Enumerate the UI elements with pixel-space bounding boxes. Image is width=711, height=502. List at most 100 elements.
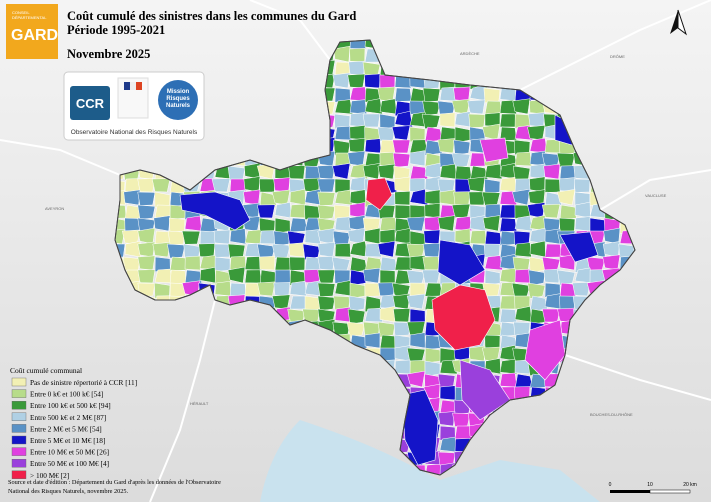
- commune: [437, 239, 486, 286]
- commune: [317, 191, 336, 207]
- commune: [334, 280, 353, 297]
- commune: [423, 216, 441, 232]
- commune: [364, 138, 382, 154]
- legend-label: Entre 2 M€ et 5 M€ [54]: [30, 424, 102, 433]
- department-outline: [114, 39, 636, 476]
- commune: [379, 256, 398, 273]
- commune: [574, 216, 592, 232]
- scale-label: 20 km: [683, 482, 697, 488]
- commune: [304, 204, 321, 220]
- commune: [484, 163, 503, 180]
- commune: [451, 98, 471, 115]
- commune: [379, 229, 396, 245]
- commune: [124, 241, 142, 258]
- commune: [529, 240, 546, 258]
- commune: [499, 176, 517, 193]
- commune: [424, 347, 441, 364]
- commune: [259, 255, 276, 271]
- commune: [556, 189, 576, 206]
- north-arrow: [670, 9, 687, 36]
- commune: [152, 242, 171, 258]
- legend-swatch: [11, 377, 27, 387]
- commune: [227, 266, 246, 284]
- commune: [483, 87, 501, 104]
- commune: [289, 188, 306, 206]
- commune: [349, 125, 366, 141]
- commune: [543, 268, 561, 284]
- commune: [274, 269, 291, 284]
- commune: [484, 178, 501, 195]
- commune: [244, 269, 262, 284]
- commune: [406, 216, 426, 232]
- commune: [334, 126, 353, 141]
- commune: [422, 269, 441, 284]
- commune: [271, 243, 291, 259]
- commune: [199, 230, 216, 245]
- commune: [317, 178, 336, 193]
- commune: [229, 228, 247, 245]
- commune: [289, 203, 307, 219]
- commune: [364, 332, 381, 349]
- commune: [166, 243, 186, 259]
- commune: [479, 137, 509, 163]
- neighbor-label: HÉRAULT: [190, 401, 209, 406]
- commune: [453, 191, 471, 206]
- mission-logo: [158, 80, 198, 120]
- commune: [431, 284, 496, 351]
- commune: [499, 204, 518, 219]
- scale-label: 0: [609, 482, 612, 488]
- commune: [332, 72, 351, 89]
- commune: [214, 243, 231, 258]
- commune: [153, 215, 171, 232]
- commune: [574, 201, 591, 219]
- commune: [364, 282, 381, 297]
- commune: [377, 321, 396, 338]
- commune: [467, 99, 486, 115]
- commune: [423, 229, 441, 245]
- commune: [394, 87, 412, 102]
- legend-swatch: [11, 389, 27, 398]
- commune: [454, 165, 472, 181]
- commune: [349, 99, 367, 115]
- commune: [362, 267, 381, 284]
- commune: [424, 189, 441, 206]
- commune: [379, 217, 398, 232]
- commune: [559, 231, 599, 263]
- commune: [529, 137, 548, 154]
- legend-swatch: [11, 470, 27, 479]
- commune: [169, 269, 187, 285]
- logo-text: DÉPARTEMENTAL: [12, 15, 47, 20]
- commune: [137, 178, 156, 193]
- commune: [484, 230, 502, 247]
- commune: [288, 242, 306, 258]
- commune: [424, 202, 441, 219]
- commune: [349, 48, 366, 63]
- commune: [454, 178, 471, 193]
- commune: [289, 256, 306, 271]
- logo-text: GARD: [11, 27, 58, 44]
- commune: [439, 436, 458, 453]
- commune: [437, 411, 456, 427]
- commune: [439, 163, 458, 180]
- commune: [317, 295, 336, 311]
- commune: [256, 204, 276, 219]
- commune: [542, 308, 561, 323]
- commune: [484, 334, 501, 349]
- partners-caption: Observatoire National des Risques Nature…: [71, 129, 198, 136]
- commune: [347, 308, 366, 325]
- commune: [559, 204, 577, 221]
- commune: [602, 241, 621, 258]
- commune: [559, 295, 576, 310]
- commune: [528, 269, 546, 287]
- commune: [377, 86, 396, 102]
- commune: [454, 228, 471, 245]
- commune: [259, 191, 277, 209]
- commune: [184, 215, 202, 232]
- commune: [514, 269, 531, 284]
- commune: [499, 267, 518, 284]
- date: Novembre 2025: [67, 47, 150, 61]
- commune: [499, 113, 517, 128]
- ccr-text: CCR: [76, 96, 105, 111]
- commune: [364, 98, 383, 115]
